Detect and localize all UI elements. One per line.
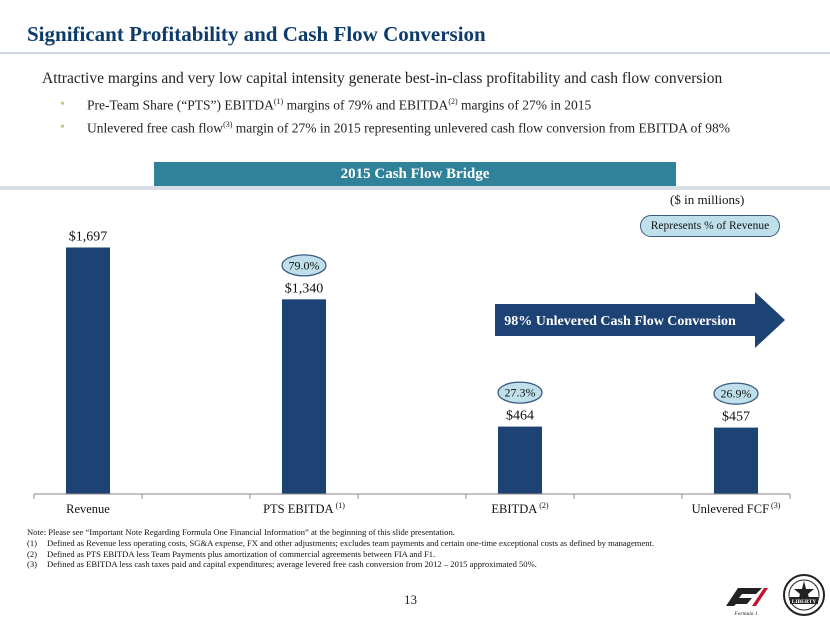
category-label: Revenue xyxy=(66,502,110,516)
value-label: $457 xyxy=(722,410,750,425)
cash-flow-bridge-chart: $1,697 Revenue $1,340 79.0% PTS EBITDA (1) $46… xyxy=(33,229,791,516)
category-label: PTS EBITDA (1) xyxy=(263,501,345,516)
intro-text: Attractive margins and very low capital … xyxy=(42,70,723,87)
bullet-dot-icon: • xyxy=(60,97,65,112)
bar-ebitda xyxy=(498,426,542,494)
chart-panel xyxy=(0,186,830,525)
margin-bubble xyxy=(713,382,759,405)
margin-bubble xyxy=(281,254,327,277)
page-number: 13 xyxy=(404,592,417,607)
chart-header: 2015 Cash Flow Bridge xyxy=(154,162,676,186)
conversion-arrow-icon xyxy=(495,292,785,348)
footnotes: Note: Please see “Important Note Regardi… xyxy=(27,527,654,570)
category-label: EBITDA (2) xyxy=(491,501,548,516)
page-title: Significant Profitability and Cash Flow … xyxy=(27,22,486,46)
footnote-1: (1) Defined as Revenue less operating cos… xyxy=(27,537,655,548)
margin-label: 26.9% xyxy=(721,387,752,401)
units-label: ($ in millions) xyxy=(670,192,745,207)
title-divider xyxy=(0,52,830,54)
margin-bubble xyxy=(497,381,543,404)
percent-of-revenue-legend: Represents % of Revenue xyxy=(640,215,780,237)
conversion-arrow-label: 98% Unlevered Cash Flow Conversion xyxy=(504,314,736,329)
footnote-note: Note: Please see “Important Note Regardi… xyxy=(27,527,455,537)
footnote-2: (2) Defined as PTS EBITDA less Team Payme… xyxy=(27,548,436,559)
value-label: $1,697 xyxy=(69,229,108,244)
bar-unlevered-fcf xyxy=(714,427,758,494)
bullet-dot-icon: • xyxy=(60,120,65,135)
svg-text:Formula 1: Formula 1 xyxy=(733,611,758,617)
value-label: $464 xyxy=(506,409,534,424)
margin-label: 27.3% xyxy=(505,386,536,400)
bar-revenue xyxy=(66,247,110,494)
margin-label: 79.0% xyxy=(289,258,320,272)
value-label: $1,340 xyxy=(285,281,324,296)
liberty-media-logo: LIBERTY xyxy=(783,574,825,616)
formula-one-logo: Formula 1 xyxy=(726,588,768,617)
svg-text:LIBERTY: LIBERTY xyxy=(792,599,817,605)
category-label: Unlevered FCF (3) xyxy=(692,501,781,516)
bar-pts-ebitda xyxy=(282,299,326,494)
footnote-3: (3) Defined as EBITDA less cash taxes pai… xyxy=(27,559,537,570)
